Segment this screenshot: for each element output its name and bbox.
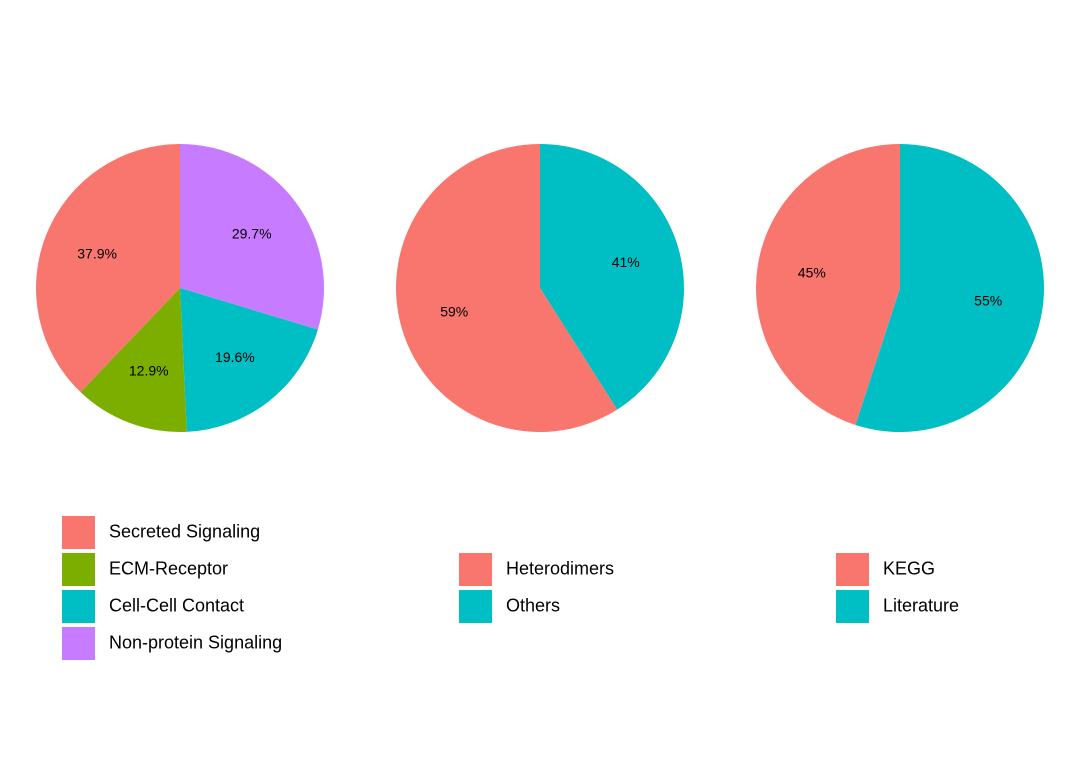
legend-item: KEGG	[836, 553, 935, 586]
legend-label: Heterodimers	[506, 558, 614, 578]
legend-3: KEGG Literature	[836, 553, 959, 623]
legend-item: Literature	[836, 590, 959, 623]
legend-swatch	[62, 553, 95, 586]
pie-slice-heterodimers	[396, 144, 618, 432]
legend-swatch	[459, 590, 492, 623]
pie-slice-others	[540, 144, 684, 410]
legend-item: Secreted Signaling	[62, 516, 260, 549]
slice-label: 59%	[440, 304, 468, 320]
pie-slice-secreted-signaling	[36, 144, 181, 393]
pie-slice-literature	[855, 144, 1044, 432]
legend-2: Heterodimers Others	[459, 553, 614, 623]
legend-swatch	[62, 590, 95, 623]
legend-1: Secreted Signaling ECM-Receptor Cell-Cell …	[62, 516, 282, 660]
legend-swatch	[459, 553, 492, 586]
pie-slice-cell-cell-contact	[180, 288, 318, 432]
legends: Secreted Signaling ECM-Receptor Cell-Cell …	[62, 516, 959, 660]
legend-item: Others	[459, 590, 560, 623]
pie-chart-3: 55% 45%	[755, 144, 1044, 432]
pie-chart-2: 41% 59%	[396, 144, 684, 432]
legend-label: Others	[506, 595, 560, 615]
slice-label: 45%	[798, 265, 826, 281]
slice-label: 19.6%	[215, 349, 255, 365]
slice-label: 12.9%	[129, 362, 169, 378]
slice-label: 41%	[612, 254, 640, 270]
legend-label: Secreted Signaling	[109, 521, 260, 541]
legend-label: Cell-Cell Contact	[109, 595, 244, 615]
pie-slice-ecm-receptor	[80, 288, 187, 432]
legend-item: Non-protein Signaling	[62, 627, 282, 660]
legend-swatch	[62, 516, 95, 549]
pie-slice-non-protein-signaling	[180, 144, 324, 330]
legend-item: Cell-Cell Contact	[62, 590, 244, 623]
slice-label: 37.9%	[77, 245, 117, 261]
legend-item: ECM-Receptor	[62, 553, 228, 586]
legend-label: Non-protein Signaling	[109, 632, 282, 652]
legend-label: KEGG	[883, 558, 935, 578]
legend-label: ECM-Receptor	[109, 558, 228, 578]
legend-swatch	[62, 627, 95, 660]
legend-item: Heterodimers	[459, 553, 614, 586]
legend-swatch	[836, 590, 869, 623]
legend-swatch	[836, 553, 869, 586]
pie-chart-1: 29.7% 19.6% 12.9% 37.9%	[36, 144, 324, 432]
pie-slice-kegg	[755, 144, 900, 425]
slice-label: 55%	[974, 293, 1002, 309]
legend-label: Literature	[883, 595, 959, 615]
slice-label: 29.7%	[232, 225, 272, 241]
pie-charts: 29.7% 19.6% 12.9% 37.9% 41% 59% 55% 45%	[36, 144, 1044, 432]
